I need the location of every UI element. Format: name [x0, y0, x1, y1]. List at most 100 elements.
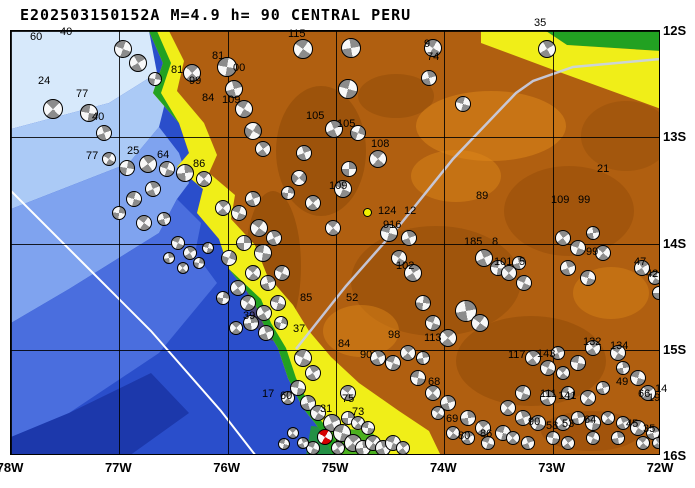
lat-axis-label: 14S [663, 235, 687, 251]
focal-mechanism [439, 329, 457, 347]
focal-mechanism [370, 350, 386, 366]
focal-mechanism [340, 385, 356, 401]
focal-mechanism [281, 391, 295, 405]
lat-axis-label: 13S [663, 129, 687, 145]
focal-mechanism [446, 426, 460, 440]
grid-line-lon [444, 31, 446, 454]
focal-mechanism [546, 431, 560, 445]
focal-mechanism [202, 242, 214, 254]
focal-mechanism [291, 170, 307, 186]
focal-mechanism [475, 249, 493, 267]
focal-mechanism [461, 431, 475, 445]
focal-mechanism [196, 171, 212, 187]
focal-mechanism [243, 315, 259, 331]
focal-mechanism [274, 316, 288, 330]
focal-mechanism [229, 321, 243, 335]
focal-mechanism [424, 39, 442, 57]
focal-mechanism [455, 300, 477, 322]
focal-mechanism [361, 421, 375, 435]
focal-mechanism [648, 271, 659, 285]
focal-mechanism [260, 275, 276, 291]
focal-mechanism [570, 355, 586, 371]
focal-mechanism [139, 155, 157, 173]
grid-line-lon [336, 31, 337, 454]
focal-mechanism [530, 415, 546, 431]
focal-mechanism [305, 365, 321, 381]
focal-mechanism [217, 57, 237, 77]
focal-mechanism [396, 441, 410, 454]
focal-mechanism [250, 219, 268, 237]
focal-mechanism [481, 436, 495, 450]
focal-mechanism [215, 200, 231, 216]
focal-mechanism [310, 405, 326, 421]
focal-mechanism [305, 195, 321, 211]
focal-mechanism [274, 265, 290, 281]
focal-mechanism [287, 427, 299, 439]
focal-mechanism [193, 257, 205, 269]
focal-mechanism [176, 164, 194, 182]
focal-mechanism [231, 205, 247, 221]
grid-line-lat [11, 349, 659, 351]
focal-mechanism [380, 224, 398, 242]
focal-mechanism [585, 340, 601, 356]
focal-mechanism [401, 230, 417, 246]
focal-mechanism [129, 54, 147, 72]
focal-mechanism [369, 150, 387, 168]
focal-mechanism [236, 235, 252, 251]
focal-mechanism [500, 400, 516, 416]
focal-mechanism [245, 191, 261, 207]
lon-axis-label: 72W [646, 460, 674, 475]
depth-label: 35 [534, 17, 547, 29]
focal-mechanism [475, 420, 491, 436]
focal-mechanism [341, 161, 357, 177]
focal-mechanism [136, 215, 152, 231]
focal-mechanism [225, 80, 243, 98]
focal-mechanism [163, 252, 175, 264]
focal-mechanism [148, 72, 162, 86]
focal-mechanism [471, 314, 489, 332]
focal-mechanism [570, 240, 586, 256]
focal-mechanism [341, 38, 361, 58]
lon-axis-label: 78W [0, 460, 24, 475]
focal-mechanism [221, 250, 237, 266]
focal-mechanism [410, 370, 426, 386]
focal-mechanism [171, 236, 185, 250]
focal-mechanism [240, 295, 256, 311]
focal-mechanism [521, 436, 535, 450]
focal-mechanism [102, 152, 116, 166]
focal-mechanism [235, 100, 253, 118]
focal-mechanism [586, 226, 600, 240]
focal-mechanism [294, 349, 312, 367]
focal-mechanism [404, 264, 422, 282]
focal-mechanism [611, 431, 625, 445]
focal-mechanism [43, 99, 63, 119]
lat-axis-label: 16S [663, 448, 687, 463]
focal-mechanism [391, 250, 407, 266]
focal-mechanism [183, 64, 201, 82]
focal-mechanism [114, 40, 132, 58]
focal-mechanism [561, 386, 575, 400]
focal-mechanism [560, 260, 576, 276]
focal-mechanism [630, 420, 646, 436]
lon-axis-label: 76W [213, 460, 241, 475]
focal-mechanism [80, 104, 98, 122]
focal-mechanism [506, 431, 520, 445]
focal-mechanism [460, 410, 476, 426]
focal-mechanism [425, 385, 441, 401]
lon-axis-label: 75W [321, 460, 349, 475]
focal-mechanism [586, 431, 600, 445]
focal-mechanism [431, 406, 445, 420]
focal-mechanism [270, 295, 286, 311]
focal-mechanism [630, 370, 646, 386]
highlighted-focal-mechanism [317, 429, 333, 445]
focal-mechanism [159, 161, 175, 177]
focal-mechanism [551, 346, 565, 360]
focal-mechanism [256, 305, 272, 321]
focal-mechanism [601, 411, 615, 425]
focal-mechanism [515, 385, 531, 401]
focal-mechanism [350, 125, 366, 141]
focal-mechanism [145, 181, 161, 197]
focal-mechanism [338, 79, 358, 99]
lat-axis-label: 15S [663, 341, 687, 357]
focal-mechanism [266, 230, 282, 246]
